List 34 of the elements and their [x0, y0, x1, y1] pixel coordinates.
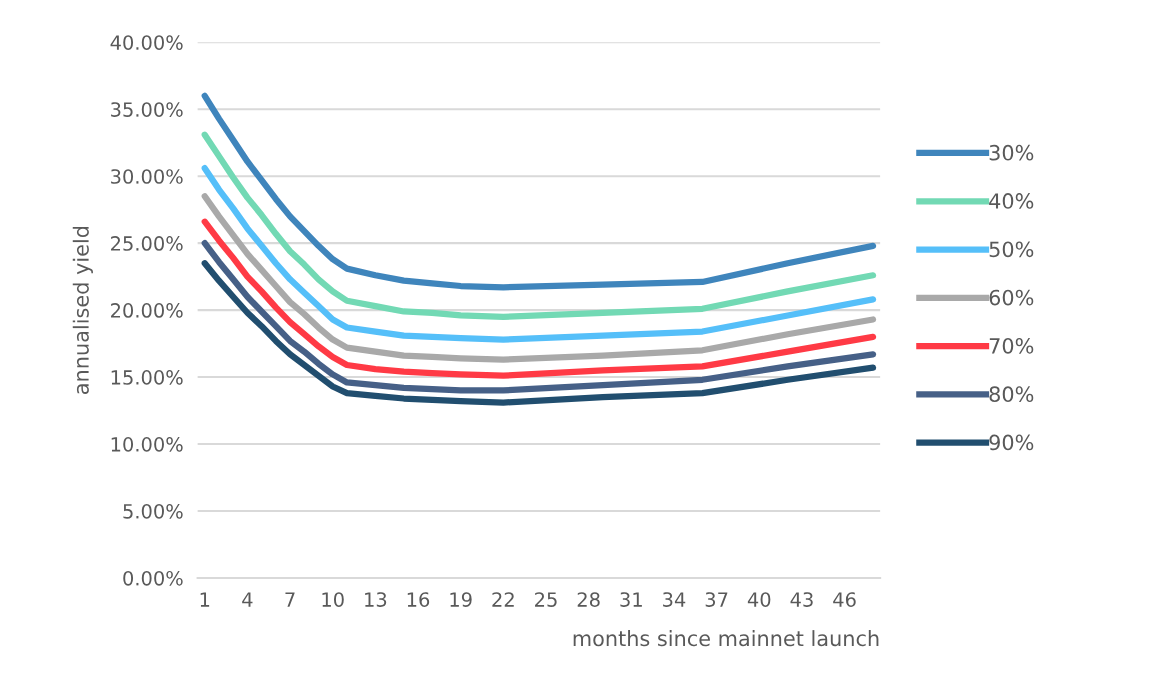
y-tick-label: 25.00% [111, 236, 183, 251]
y-tick-label: 20.00% [111, 303, 183, 318]
x-tick-label: 34 [663, 592, 686, 607]
x-tick-label: 4 [242, 592, 253, 607]
y-tick-label: 5.00% [123, 503, 183, 519]
legend-label: 70% [989, 337, 1034, 354]
y-tick-label: 35.00% [111, 102, 183, 117]
x-tick-label: 22 [492, 592, 514, 607]
legend-label: 80% [989, 386, 1034, 403]
x-tick-label: 40 [747, 592, 771, 607]
legend-label: 90% [989, 434, 1034, 451]
x-tick-label: 37 [705, 592, 728, 607]
y-tick-label: 15.00% [111, 370, 183, 385]
x-tick-label: 19 [450, 592, 472, 607]
y-tick-label: 40.00% [110, 35, 183, 50]
x-tick-label: 43 [790, 592, 813, 607]
y-axis-title: annualised yield [72, 226, 93, 394]
x-tick-label: 25 [535, 592, 557, 607]
y-tick-label: 0.00% [123, 570, 183, 586]
legend-label: 30% [989, 144, 1034, 161]
legend-label: 50% [989, 241, 1034, 258]
x-tick-label: 13 [365, 592, 387, 607]
y-tick-label: 30.00% [111, 169, 183, 184]
x-tick-label: 16 [407, 592, 430, 607]
x-tick-label: 46 [833, 592, 856, 607]
x-tick-label: 10 [322, 592, 344, 607]
x-tick-label: 28 [577, 592, 600, 607]
legend-label: 60% [989, 289, 1034, 306]
legend-label: 40% [989, 193, 1034, 209]
y-tick-label: 10.00% [111, 437, 183, 452]
x-tick-label: 1 [200, 592, 210, 607]
x-tick-label: 7 [285, 592, 295, 607]
x-axis-title: months since mainnet launch [573, 630, 879, 647]
x-tick-label: 31 [620, 592, 642, 607]
